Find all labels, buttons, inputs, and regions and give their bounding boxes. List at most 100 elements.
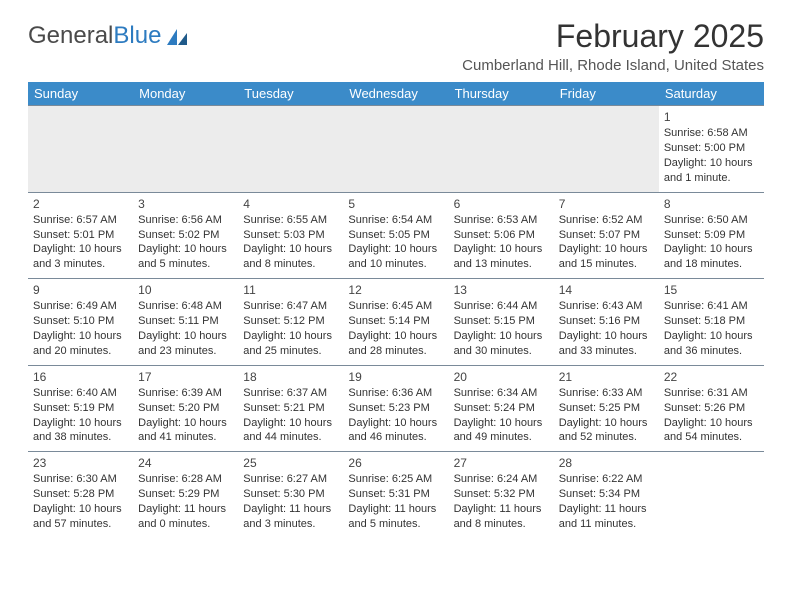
day-cell: 19Sunrise: 6:36 AMSunset: 5:23 PMDayligh… — [343, 366, 448, 452]
day-daylight: Daylight: 10 hours and 57 minutes. — [33, 502, 128, 532]
day-sunset: Sunset: 5:32 PM — [454, 487, 549, 502]
day-sunset: Sunset: 5:20 PM — [138, 401, 233, 416]
day-daylight: Daylight: 10 hours and 3 minutes. — [33, 242, 128, 272]
day-sunrise: Sunrise: 6:44 AM — [454, 299, 549, 314]
day-cell-empty — [343, 106, 448, 192]
day-number: 12 — [348, 282, 443, 298]
day-cell: 12Sunrise: 6:45 AMSunset: 5:14 PMDayligh… — [343, 279, 448, 365]
day-sunrise: Sunrise: 6:57 AM — [33, 213, 128, 228]
day-daylight: Daylight: 11 hours and 3 minutes. — [243, 502, 338, 532]
day-sunset: Sunset: 5:12 PM — [243, 314, 338, 329]
day-cell-empty — [238, 106, 343, 192]
day-number: 17 — [138, 369, 233, 385]
day-daylight: Daylight: 10 hours and 52 minutes. — [559, 416, 654, 446]
week-row: 2Sunrise: 6:57 AMSunset: 5:01 PMDaylight… — [28, 192, 764, 279]
weekday-sunday: Sunday — [28, 82, 133, 105]
month-title: February 2025 — [462, 18, 764, 55]
weekday-friday: Friday — [554, 82, 659, 105]
day-sunset: Sunset: 5:25 PM — [559, 401, 654, 416]
location-text: Cumberland Hill, Rhode Island, United St… — [462, 57, 764, 74]
day-daylight: Daylight: 11 hours and 8 minutes. — [454, 502, 549, 532]
day-cell-empty — [659, 452, 764, 538]
day-cell: 15Sunrise: 6:41 AMSunset: 5:18 PMDayligh… — [659, 279, 764, 365]
day-daylight: Daylight: 10 hours and 46 minutes. — [348, 416, 443, 446]
day-cell: 11Sunrise: 6:47 AMSunset: 5:12 PMDayligh… — [238, 279, 343, 365]
day-number: 16 — [33, 369, 128, 385]
day-sunrise: Sunrise: 6:40 AM — [33, 386, 128, 401]
day-number: 25 — [243, 455, 338, 471]
day-sunset: Sunset: 5:15 PM — [454, 314, 549, 329]
day-number: 22 — [664, 369, 759, 385]
day-sunrise: Sunrise: 6:33 AM — [559, 386, 654, 401]
weekday-wednesday: Wednesday — [343, 82, 448, 105]
day-sunset: Sunset: 5:11 PM — [138, 314, 233, 329]
logo-text-gray: General — [28, 22, 113, 50]
day-sunrise: Sunrise: 6:28 AM — [138, 472, 233, 487]
day-sunset: Sunset: 5:24 PM — [454, 401, 549, 416]
weeks-container: 1Sunrise: 6:58 AMSunset: 5:00 PMDaylight… — [28, 105, 764, 538]
day-number: 8 — [664, 196, 759, 212]
day-sunrise: Sunrise: 6:36 AM — [348, 386, 443, 401]
day-sunrise: Sunrise: 6:53 AM — [454, 213, 549, 228]
day-sunset: Sunset: 5:16 PM — [559, 314, 654, 329]
day-daylight: Daylight: 11 hours and 0 minutes. — [138, 502, 233, 532]
day-sunset: Sunset: 5:07 PM — [559, 228, 654, 243]
day-number: 21 — [559, 369, 654, 385]
day-daylight: Daylight: 10 hours and 38 minutes. — [33, 416, 128, 446]
day-cell: 6Sunrise: 6:53 AMSunset: 5:06 PMDaylight… — [449, 193, 554, 279]
day-sunrise: Sunrise: 6:34 AM — [454, 386, 549, 401]
day-number: 9 — [33, 282, 128, 298]
day-number: 4 — [243, 196, 338, 212]
day-daylight: Daylight: 10 hours and 25 minutes. — [243, 329, 338, 359]
day-sunrise: Sunrise: 6:56 AM — [138, 213, 233, 228]
day-sunrise: Sunrise: 6:41 AM — [664, 299, 759, 314]
day-sunset: Sunset: 5:28 PM — [33, 487, 128, 502]
day-number: 5 — [348, 196, 443, 212]
day-sunrise: Sunrise: 6:22 AM — [559, 472, 654, 487]
day-daylight: Daylight: 10 hours and 28 minutes. — [348, 329, 443, 359]
day-sunset: Sunset: 5:34 PM — [559, 487, 654, 502]
day-number: 14 — [559, 282, 654, 298]
day-number: 11 — [243, 282, 338, 298]
calendar: Sunday Monday Tuesday Wednesday Thursday… — [28, 82, 764, 538]
day-sunset: Sunset: 5:01 PM — [33, 228, 128, 243]
day-cell: 28Sunrise: 6:22 AMSunset: 5:34 PMDayligh… — [554, 452, 659, 538]
logo-sail-icon — [165, 27, 189, 47]
day-number: 7 — [559, 196, 654, 212]
day-number: 28 — [559, 455, 654, 471]
weekday-thursday: Thursday — [449, 82, 554, 105]
day-cell: 9Sunrise: 6:49 AMSunset: 5:10 PMDaylight… — [28, 279, 133, 365]
day-daylight: Daylight: 10 hours and 33 minutes. — [559, 329, 654, 359]
day-sunset: Sunset: 5:26 PM — [664, 401, 759, 416]
calendar-page: GeneralBlue February 2025 Cumberland Hil… — [0, 0, 792, 538]
day-sunrise: Sunrise: 6:48 AM — [138, 299, 233, 314]
day-daylight: Daylight: 10 hours and 10 minutes. — [348, 242, 443, 272]
day-sunset: Sunset: 5:02 PM — [138, 228, 233, 243]
day-sunrise: Sunrise: 6:31 AM — [664, 386, 759, 401]
day-sunset: Sunset: 5:05 PM — [348, 228, 443, 243]
day-sunrise: Sunrise: 6:52 AM — [559, 213, 654, 228]
day-sunrise: Sunrise: 6:50 AM — [664, 213, 759, 228]
day-daylight: Daylight: 10 hours and 18 minutes. — [664, 242, 759, 272]
day-number: 20 — [454, 369, 549, 385]
day-cell-empty — [554, 106, 659, 192]
day-sunrise: Sunrise: 6:27 AM — [243, 472, 338, 487]
day-cell: 27Sunrise: 6:24 AMSunset: 5:32 PMDayligh… — [449, 452, 554, 538]
day-sunrise: Sunrise: 6:47 AM — [243, 299, 338, 314]
day-cell: 24Sunrise: 6:28 AMSunset: 5:29 PMDayligh… — [133, 452, 238, 538]
day-sunset: Sunset: 5:00 PM — [664, 141, 759, 156]
header: GeneralBlue February 2025 Cumberland Hil… — [28, 18, 764, 74]
day-daylight: Daylight: 11 hours and 11 minutes. — [559, 502, 654, 532]
day-daylight: Daylight: 10 hours and 8 minutes. — [243, 242, 338, 272]
day-sunrise: Sunrise: 6:54 AM — [348, 213, 443, 228]
day-sunset: Sunset: 5:19 PM — [33, 401, 128, 416]
day-cell: 21Sunrise: 6:33 AMSunset: 5:25 PMDayligh… — [554, 366, 659, 452]
day-cell: 10Sunrise: 6:48 AMSunset: 5:11 PMDayligh… — [133, 279, 238, 365]
logo: GeneralBlue — [28, 18, 189, 50]
day-sunrise: Sunrise: 6:37 AM — [243, 386, 338, 401]
day-sunset: Sunset: 5:03 PM — [243, 228, 338, 243]
day-cell: 7Sunrise: 6:52 AMSunset: 5:07 PMDaylight… — [554, 193, 659, 279]
day-cell: 22Sunrise: 6:31 AMSunset: 5:26 PMDayligh… — [659, 366, 764, 452]
day-sunset: Sunset: 5:18 PM — [664, 314, 759, 329]
day-number: 27 — [454, 455, 549, 471]
